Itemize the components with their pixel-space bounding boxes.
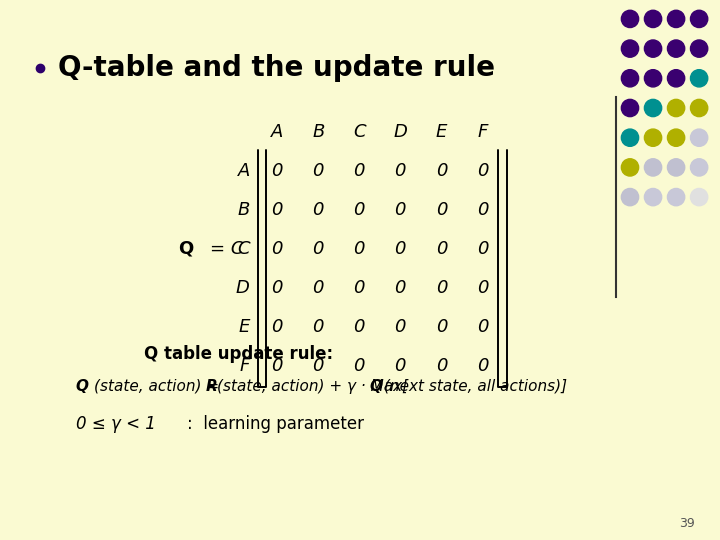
- Text: E: E: [436, 123, 447, 141]
- Text: 0: 0: [271, 240, 283, 258]
- Text: 0: 0: [271, 356, 283, 375]
- Text: 0: 0: [354, 240, 365, 258]
- Text: 0: 0: [354, 162, 365, 180]
- Ellipse shape: [621, 70, 639, 87]
- Text: 0: 0: [477, 356, 488, 375]
- Text: 0: 0: [477, 201, 488, 219]
- Text: E: E: [238, 318, 250, 336]
- Text: 0: 0: [312, 279, 324, 297]
- Ellipse shape: [690, 188, 708, 206]
- Ellipse shape: [667, 188, 685, 206]
- Text: F: F: [240, 356, 250, 375]
- Text: A: A: [238, 162, 250, 180]
- Text: 0: 0: [354, 356, 365, 375]
- Text: 0: 0: [477, 162, 488, 180]
- Text: 0: 0: [312, 201, 324, 219]
- Text: 0: 0: [395, 162, 406, 180]
- Text: R: R: [205, 379, 217, 394]
- Text: F: F: [477, 123, 487, 141]
- Ellipse shape: [690, 10, 708, 28]
- Text: 0: 0: [436, 279, 447, 297]
- Ellipse shape: [690, 70, 708, 87]
- Ellipse shape: [621, 129, 639, 146]
- Ellipse shape: [621, 188, 639, 206]
- Text: (state, action) =: (state, action) =: [94, 379, 224, 394]
- Text: 0: 0: [436, 240, 447, 258]
- Text: Q: Q: [178, 240, 193, 258]
- Text: Q-table and the update rule: Q-table and the update rule: [58, 53, 495, 82]
- Text: 0: 0: [436, 318, 447, 336]
- Text: 0: 0: [271, 318, 283, 336]
- Ellipse shape: [690, 99, 708, 117]
- Text: 0 ≤ γ < 1: 0 ≤ γ < 1: [76, 415, 156, 433]
- Text: 0: 0: [312, 356, 324, 375]
- Text: 0: 0: [312, 162, 324, 180]
- Ellipse shape: [667, 99, 685, 117]
- Text: B: B: [238, 201, 250, 219]
- Ellipse shape: [644, 10, 662, 28]
- Text: 0: 0: [477, 279, 488, 297]
- Ellipse shape: [644, 129, 662, 146]
- Text: 0: 0: [354, 279, 365, 297]
- Ellipse shape: [690, 159, 708, 176]
- Text: 0: 0: [395, 240, 406, 258]
- Ellipse shape: [667, 159, 685, 176]
- Text: (state, action) + γ · Max[: (state, action) + γ · Max[: [217, 379, 408, 394]
- Ellipse shape: [667, 10, 685, 28]
- Text: = C: = C: [210, 240, 244, 258]
- Text: 0: 0: [354, 318, 365, 336]
- Ellipse shape: [621, 99, 639, 117]
- Text: 39: 39: [679, 517, 695, 530]
- Ellipse shape: [667, 129, 685, 146]
- Ellipse shape: [621, 159, 639, 176]
- Text: 0: 0: [436, 162, 447, 180]
- Ellipse shape: [644, 40, 662, 57]
- Text: B: B: [312, 123, 325, 141]
- Text: 0: 0: [436, 356, 447, 375]
- Text: (next state, all actions)]: (next state, all actions)]: [384, 379, 567, 394]
- Text: D: D: [393, 123, 408, 141]
- Text: Q table update rule:: Q table update rule:: [144, 345, 333, 363]
- Text: D: D: [236, 279, 250, 297]
- Ellipse shape: [621, 10, 639, 28]
- Text: 0: 0: [395, 318, 406, 336]
- Text: 0: 0: [436, 201, 447, 219]
- Ellipse shape: [644, 99, 662, 117]
- Ellipse shape: [644, 188, 662, 206]
- Ellipse shape: [621, 40, 639, 57]
- Text: C: C: [353, 123, 366, 141]
- Text: 0: 0: [395, 356, 406, 375]
- Text: Q: Q: [76, 379, 89, 394]
- Text: 0: 0: [312, 318, 324, 336]
- Text: 0: 0: [395, 279, 406, 297]
- Text: 0: 0: [477, 318, 488, 336]
- Text: :  learning parameter: : learning parameter: [187, 415, 364, 433]
- Ellipse shape: [690, 129, 708, 146]
- Text: 0: 0: [271, 279, 283, 297]
- Text: 0: 0: [477, 240, 488, 258]
- Text: C: C: [237, 240, 250, 258]
- Ellipse shape: [644, 159, 662, 176]
- Ellipse shape: [667, 40, 685, 57]
- Text: Q: Q: [369, 379, 382, 394]
- Ellipse shape: [667, 70, 685, 87]
- Text: 0: 0: [312, 240, 324, 258]
- Text: 0: 0: [354, 201, 365, 219]
- Text: 0: 0: [271, 162, 283, 180]
- Ellipse shape: [690, 40, 708, 57]
- Text: A: A: [271, 123, 284, 141]
- Text: 0: 0: [395, 201, 406, 219]
- Ellipse shape: [644, 70, 662, 87]
- Text: 0: 0: [271, 201, 283, 219]
